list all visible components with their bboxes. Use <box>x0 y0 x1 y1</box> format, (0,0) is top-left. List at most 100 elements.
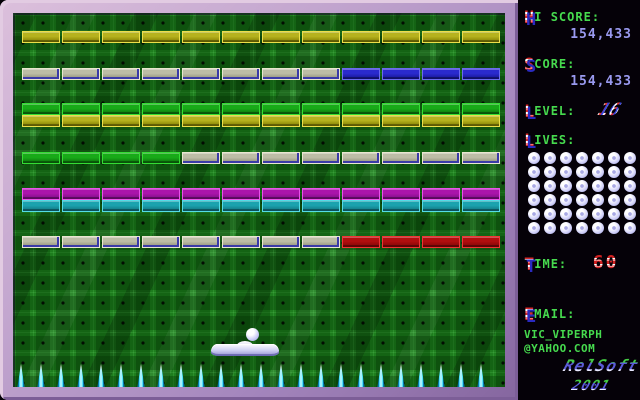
brick-yellow <box>462 115 500 127</box>
brick-yellow <box>102 115 140 127</box>
life-ball-icon <box>544 152 556 164</box>
life-ball-icon <box>592 152 604 164</box>
brick-yellow <box>382 115 420 127</box>
brick-gray <box>142 236 180 248</box>
spike-icon <box>257 364 265 387</box>
hi-score-initial: H <box>524 8 535 28</box>
spike-icon <box>417 364 425 387</box>
brick-gray <box>262 68 300 80</box>
hi-score-label: HI SCORE: <box>518 6 640 28</box>
spike-icon <box>317 364 325 387</box>
brick-magenta <box>222 188 260 200</box>
spike-icon <box>437 364 445 387</box>
brick-gray <box>262 236 300 248</box>
brick-green <box>462 103 500 115</box>
level-text: EVEL: <box>534 104 576 118</box>
life-ball-icon <box>560 166 572 178</box>
brick-yellow <box>182 31 220 43</box>
brick-cyan <box>462 200 500 212</box>
brick-yellow <box>382 31 420 43</box>
email-initial: E <box>524 305 535 325</box>
brick-yellow <box>22 31 60 43</box>
life-ball-icon <box>608 222 620 234</box>
paddle[interactable] <box>211 341 279 356</box>
life-ball-icon <box>544 166 556 178</box>
life-ball-icon <box>528 152 540 164</box>
hi-score-text: I SCORE: <box>534 10 601 24</box>
brick-gray <box>22 236 60 248</box>
brick-magenta <box>22 188 60 200</box>
life-ball-icon <box>576 166 588 178</box>
brick-yellow <box>302 115 340 127</box>
life-ball-icon <box>592 222 604 234</box>
brick-green <box>22 152 60 164</box>
brick-yellow <box>62 31 100 43</box>
brick-yellow <box>422 31 460 43</box>
life-ball-icon <box>544 194 556 206</box>
brick-gray <box>302 236 340 248</box>
life-ball-icon <box>528 222 540 234</box>
life-ball-icon <box>624 166 636 178</box>
brick-green <box>142 103 180 115</box>
brick-yellow <box>222 115 260 127</box>
spike-icon <box>457 364 465 387</box>
life-ball-icon <box>592 180 604 192</box>
brick-green <box>342 103 380 115</box>
brick-cyan <box>142 200 180 212</box>
email-label: EMAIL: <box>518 303 640 325</box>
life-ball-icon <box>624 194 636 206</box>
life-ball-icon <box>624 152 636 164</box>
brick-blue <box>422 68 460 80</box>
spike-icon <box>17 364 25 387</box>
life-ball-icon <box>544 222 556 234</box>
brick-gray <box>422 152 460 164</box>
life-ball-icon <box>528 194 540 206</box>
brick-cyan <box>422 200 460 212</box>
life-ball-icon <box>624 180 636 192</box>
life-ball-icon <box>560 180 572 192</box>
spike-icon <box>77 364 85 387</box>
life-ball-icon <box>576 180 588 192</box>
brick-gray <box>222 236 260 248</box>
life-ball-icon <box>560 194 572 206</box>
lives-initial: L <box>524 131 535 151</box>
brick-green <box>102 152 140 164</box>
life-ball-icon <box>624 208 636 220</box>
brick-cyan <box>102 200 140 212</box>
brick-gray <box>262 152 300 164</box>
spike-icon <box>237 364 245 387</box>
brick-yellow <box>102 31 140 43</box>
brick-magenta <box>142 188 180 200</box>
sidebar: HI SCORE: 154,433 SCORE: 154,433 LEVEL: … <box>518 0 640 400</box>
time-row: TIME: 60 <box>518 252 640 275</box>
playfield[interactable] <box>13 13 505 387</box>
brick-gray <box>302 68 340 80</box>
brick-cyan <box>22 200 60 212</box>
life-ball-icon <box>576 194 588 206</box>
time-initial: T <box>524 255 535 275</box>
relsoft-logo: RelSoft 2001 <box>518 356 640 395</box>
brick-green <box>302 103 340 115</box>
life-ball-icon <box>528 180 540 192</box>
brick-yellow <box>422 115 460 127</box>
life-ball-icon <box>528 166 540 178</box>
brick-yellow <box>342 31 380 43</box>
spike-icon <box>97 364 105 387</box>
spike-icon <box>177 364 185 387</box>
life-ball-icon <box>544 208 556 220</box>
brick-gray <box>182 68 220 80</box>
brick-yellow <box>142 31 180 43</box>
brick-gray <box>62 236 100 248</box>
brick-magenta <box>342 188 380 200</box>
brick-red <box>342 236 380 248</box>
level-value: 16 <box>594 100 624 120</box>
time-value: 60 <box>592 252 619 273</box>
brick-cyan <box>302 200 340 212</box>
brick-yellow <box>142 115 180 127</box>
life-ball-icon <box>608 194 620 206</box>
spike-icon <box>357 364 365 387</box>
spike-icon <box>197 364 205 387</box>
life-ball-icon <box>592 194 604 206</box>
brick-magenta <box>182 188 220 200</box>
brick-gray <box>102 236 140 248</box>
